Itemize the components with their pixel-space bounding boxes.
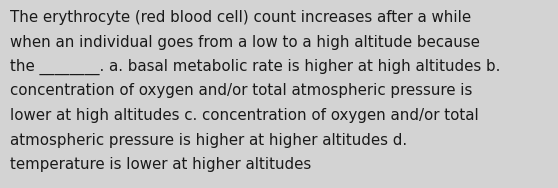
Text: atmospheric pressure is higher at higher altitudes d.: atmospheric pressure is higher at higher… xyxy=(10,133,407,148)
Text: temperature is lower at higher altitudes: temperature is lower at higher altitudes xyxy=(10,157,311,172)
Text: The erythrocyte (red blood cell) count increases after a while: The erythrocyte (red blood cell) count i… xyxy=(10,10,471,25)
Text: when an individual goes from a low to a high altitude because: when an individual goes from a low to a … xyxy=(10,35,480,49)
Text: concentration of oxygen and/or total atmospheric pressure is: concentration of oxygen and/or total atm… xyxy=(10,83,473,99)
Text: lower at high altitudes c. concentration of oxygen and/or total: lower at high altitudes c. concentration… xyxy=(10,108,479,123)
Text: the ________. a. basal metabolic rate is higher at high altitudes b.: the ________. a. basal metabolic rate is… xyxy=(10,59,501,75)
